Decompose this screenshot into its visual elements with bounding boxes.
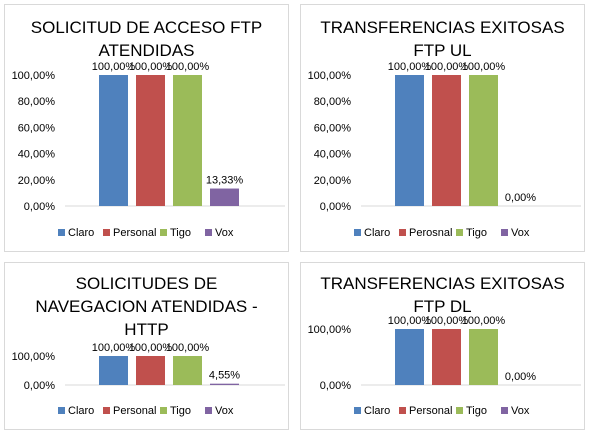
chart-title-line-1: SOLICITUD DE ACCESO FTP: [30, 18, 263, 37]
legend-label-claro: Claro: [364, 227, 390, 239]
legend-label-vox: Vox: [215, 405, 234, 417]
chart-panel-ftp-ul: TRANSFERENCIAS EXITOSAS FTP UL 0,00% 20,0…: [300, 4, 585, 252]
chart-title-line-2: FTP DL: [413, 297, 472, 316]
y-tick-label: 0,00%: [320, 201, 351, 213]
legend-swatch-vox: [501, 407, 508, 414]
y-tick-label: 20,00%: [18, 175, 56, 187]
legend-label-claro: Claro: [68, 227, 94, 239]
chart-title-line-1: SOLICITUDES DE: [75, 274, 218, 293]
chart-ftp-access: 0,00%20,00%40,00%60,00%80,00%100,00%100,…: [12, 61, 285, 239]
chart-title-line-1: TRANSFERENCIAS EXITOSAS: [320, 274, 565, 293]
y-tick-label: 80,00%: [314, 96, 352, 108]
legend-label-tigo: Tigo: [466, 405, 487, 417]
bar-tigo: [469, 329, 498, 385]
legend-swatch-claro: [58, 407, 65, 414]
legend-label-tigo: Tigo: [170, 405, 191, 417]
y-tick-label: 80,00%: [18, 96, 56, 108]
data-label-personal: 100,00%: [425, 315, 469, 327]
y-tick-label: 60,00%: [314, 122, 352, 134]
legend-swatch-claro: [354, 229, 361, 236]
chart-title-line-2: NAVEGACION ATENDIDAS -: [35, 297, 258, 316]
chart-panel-ftp-dl: TRANSFERENCIAS EXITOSAS FTP DL 0,00% 100,…: [300, 262, 585, 430]
bar-vox: [210, 383, 239, 385]
bar-tigo: [173, 75, 202, 206]
legend-label-claro: Claro: [364, 405, 390, 417]
data-label-claro: 100,00%: [92, 342, 136, 354]
data-label-tigo: 100,00%: [166, 61, 210, 73]
data-label-claro: 100,00%: [388, 315, 432, 327]
legend-label-tigo: Tigo: [170, 227, 191, 239]
y-tick-label: 0,00%: [320, 380, 351, 392]
data-label-vox: 4,55%: [209, 370, 240, 382]
chart-ftp-dl: 0,00%100,00%100,00%100,00%100,00%0,00%Cl…: [308, 315, 581, 417]
chart-title-line-3: HTTP: [124, 320, 169, 339]
data-label-personal: 100,00%: [129, 61, 173, 73]
data-label-vox: 0,00%: [505, 371, 536, 383]
bar-perosnal: [432, 75, 461, 206]
bar-personal: [432, 329, 461, 385]
bar-tigo: [173, 356, 202, 385]
legend-label-vox: Vox: [511, 405, 530, 417]
chart-title-line-2: FTP UL: [413, 41, 472, 60]
chart-title-line-1: TRANSFERENCIAS EXITOSAS: [320, 18, 565, 37]
legend-label-vox: Vox: [215, 227, 234, 239]
chart-panel-ftp-access: SOLICITUD DE ACCESO FTP ATENDIDAS 0,00% 2…: [4, 4, 289, 252]
bar-personal: [136, 75, 165, 206]
y-tick-label: 40,00%: [314, 149, 352, 161]
legend-swatch-personal: [103, 229, 110, 236]
legend-swatch-claro: [354, 407, 361, 414]
data-label-claro: 100,00%: [92, 61, 136, 73]
data-label-tigo: 100,00%: [462, 315, 506, 327]
legend-label-personal: Personal: [409, 405, 452, 417]
legend-label-perosnal: Perosnal: [409, 227, 452, 239]
chart-http: 0,00%100,00%100,00%100,00%100,00%4,55%Cl…: [12, 342, 285, 417]
y-tick-label: 100,00%: [308, 324, 352, 336]
y-tick-label: 0,00%: [24, 380, 55, 392]
y-tick-label: 100,00%: [308, 70, 352, 82]
data-label-perosnal: 100,00%: [425, 61, 469, 73]
legend-swatch-tigo: [456, 229, 463, 236]
data-label-tigo: 100,00%: [166, 342, 210, 354]
legend-swatch-personal: [399, 407, 406, 414]
y-tick-label: 20,00%: [314, 175, 352, 187]
legend-label-personal: Personal: [113, 227, 156, 239]
data-label-tigo: 100,00%: [462, 61, 506, 73]
bar-vox: [210, 188, 239, 206]
legend-swatch-vox: [205, 407, 212, 414]
legend-swatch-personal: [103, 407, 110, 414]
bar-claro: [395, 75, 424, 206]
legend-label-personal: Personal: [113, 405, 156, 417]
legend-swatch-vox: [205, 229, 212, 236]
data-label-vox: 13,33%: [206, 175, 244, 187]
data-label-claro: 100,00%: [388, 61, 432, 73]
legend-swatch-vox: [501, 229, 508, 236]
chart-ftp-ul: 0,00%20,00%40,00%60,00%80,00%100,00%100,…: [308, 61, 581, 239]
y-tick-label: 100,00%: [12, 351, 56, 363]
legend-label-vox: Vox: [511, 227, 530, 239]
legend-swatch-tigo: [160, 229, 167, 236]
legend-label-tigo: Tigo: [466, 227, 487, 239]
bar-tigo: [469, 75, 498, 206]
bar-personal: [136, 356, 165, 385]
legend-swatch-tigo: [160, 407, 167, 414]
bar-claro: [395, 329, 424, 385]
y-tick-label: 40,00%: [18, 149, 56, 161]
legend-label-claro: Claro: [68, 405, 94, 417]
legend-swatch-perosnal: [399, 229, 406, 236]
bar-claro: [99, 356, 128, 385]
data-label-personal: 100,00%: [129, 342, 173, 354]
legend-swatch-claro: [58, 229, 65, 236]
y-tick-label: 0,00%: [24, 201, 55, 213]
legend-swatch-tigo: [456, 407, 463, 414]
chart-title-line-2: ATENDIDAS: [98, 41, 195, 60]
chart-panel-http: SOLICITUDES DE NAVEGACION ATENDIDAS - HT…: [4, 262, 289, 430]
y-tick-label: 100,00%: [12, 70, 56, 82]
data-label-vox: 0,00%: [505, 192, 536, 204]
y-tick-label: 60,00%: [18, 122, 56, 134]
bar-claro: [99, 75, 128, 206]
